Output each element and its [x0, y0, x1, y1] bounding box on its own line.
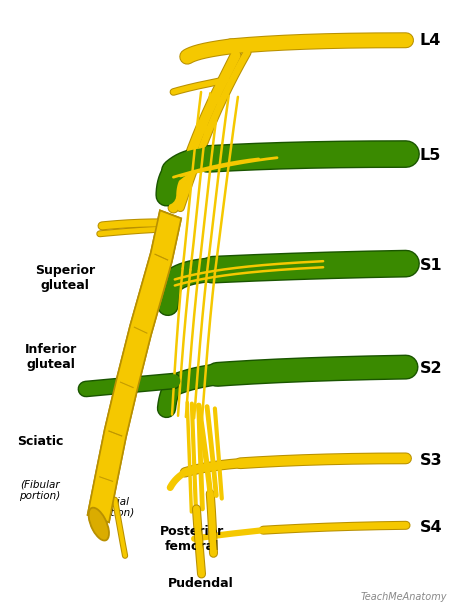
Text: (Fibular
portion): (Fibular portion) [19, 480, 61, 501]
Text: Pudendal: Pudendal [168, 577, 234, 590]
Text: S3: S3 [420, 453, 443, 468]
Text: S2: S2 [420, 361, 443, 376]
Text: Superior
gluteal: Superior gluteal [35, 264, 95, 292]
Ellipse shape [89, 508, 109, 540]
Text: S4: S4 [420, 520, 443, 534]
Text: L4: L4 [420, 33, 441, 48]
Polygon shape [88, 210, 181, 522]
Text: S1: S1 [420, 258, 443, 273]
Text: Posterior
femoral: Posterior femoral [160, 525, 224, 553]
Text: Inferior
gluteal: Inferior gluteal [25, 343, 78, 371]
Text: TeachMeAnatomy: TeachMeAnatomy [361, 592, 448, 602]
Ellipse shape [89, 509, 108, 539]
Text: L5: L5 [420, 148, 441, 163]
Text: (Tibial
portion): (Tibial portion) [93, 497, 134, 518]
Text: Sciatic: Sciatic [17, 436, 63, 448]
Polygon shape [88, 210, 181, 522]
